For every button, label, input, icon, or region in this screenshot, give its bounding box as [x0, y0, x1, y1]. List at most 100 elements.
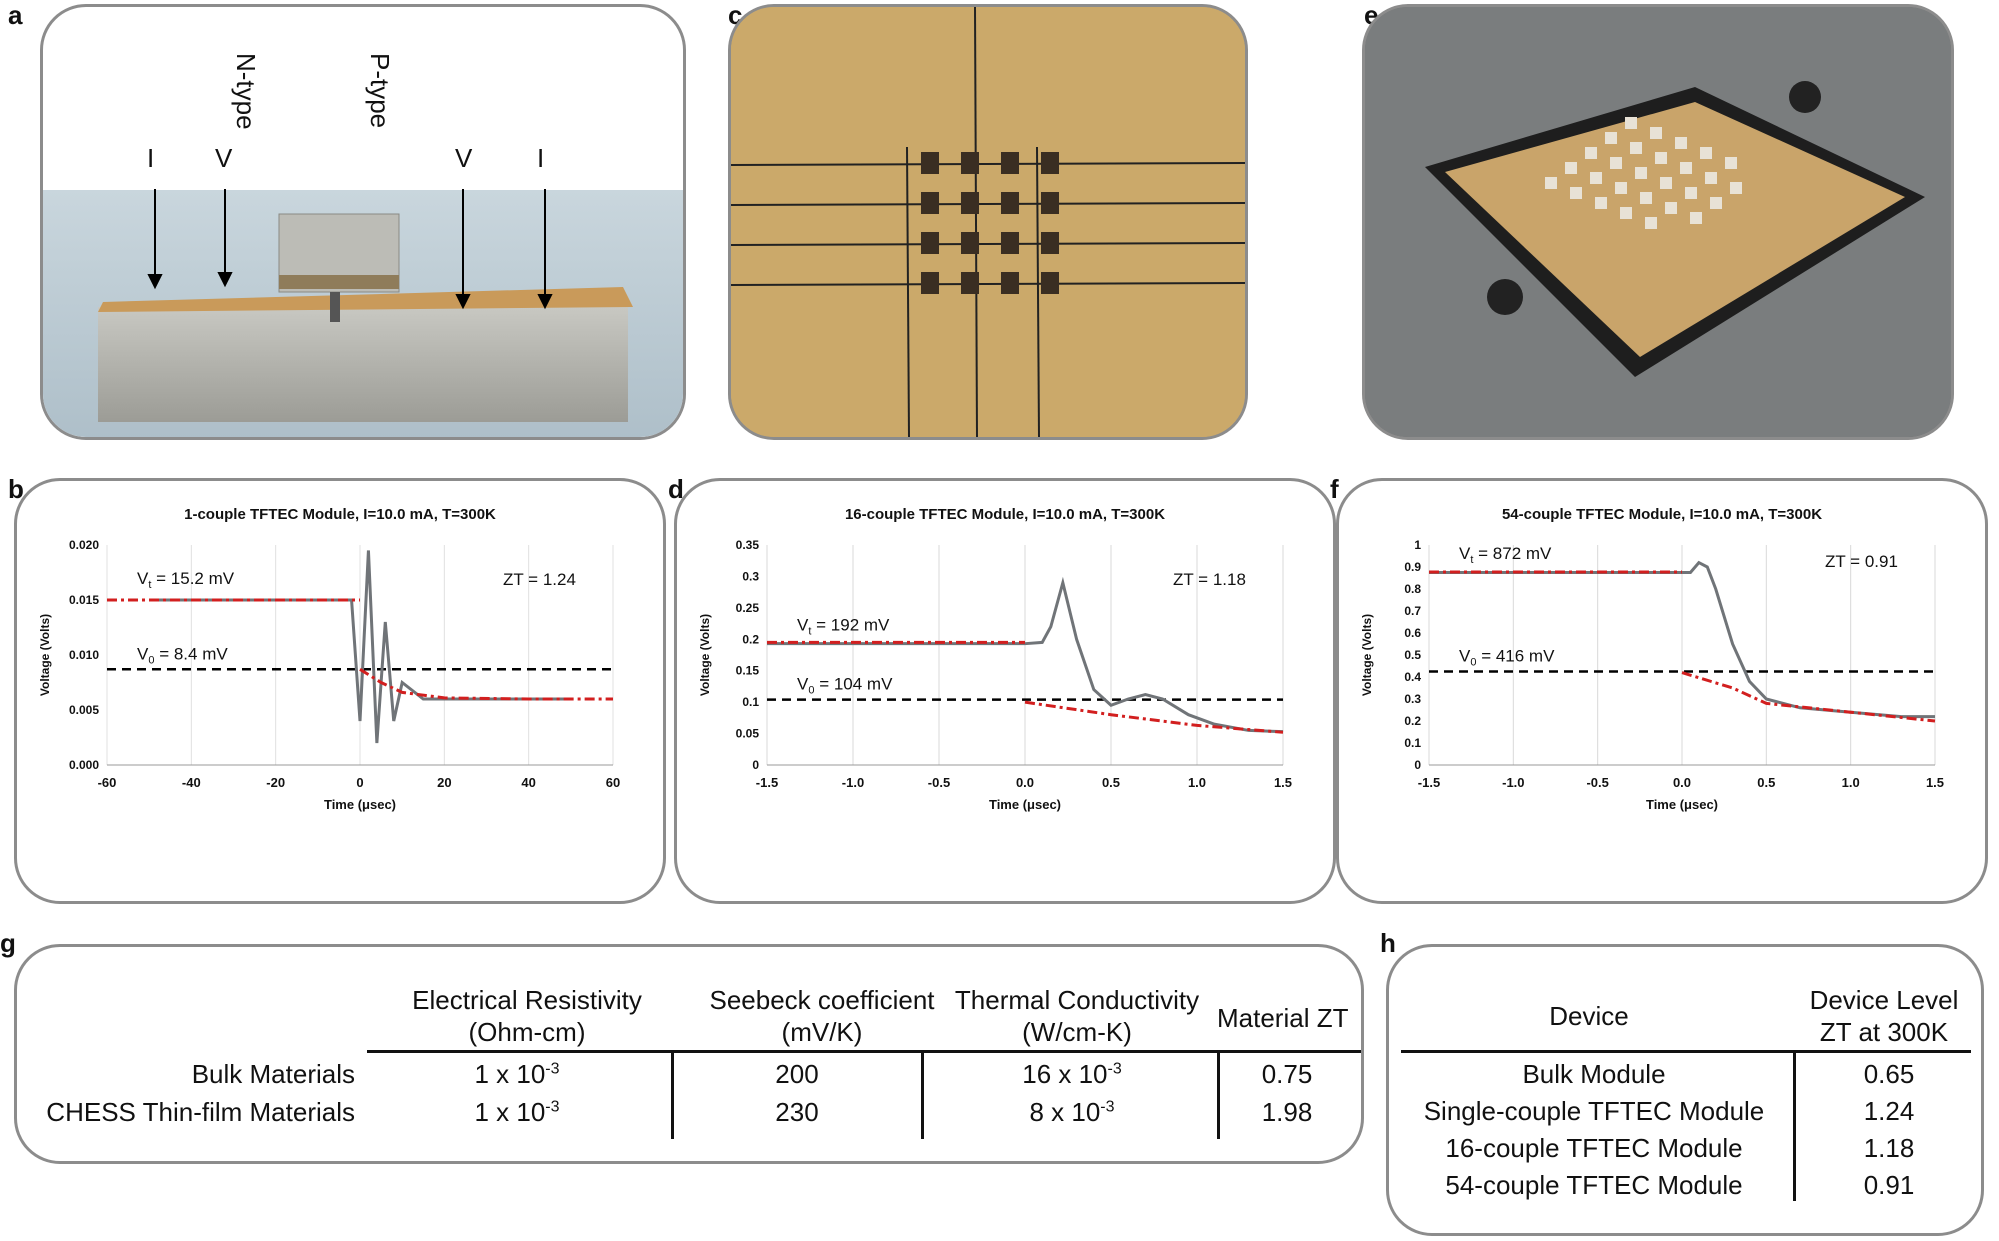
x-tick-label: 1.5	[1274, 775, 1292, 790]
y-tick-label: 0.7	[1404, 604, 1421, 618]
probe-arrows	[147, 189, 553, 310]
zt-bulk-module: 0.65	[1863, 1059, 1915, 1089]
y-tick-label: 0.35	[736, 538, 760, 552]
y-tick-label: 1	[1414, 538, 1421, 552]
table-panel-h: Device Device Level ZT at 300K Bulk Modu…	[1386, 944, 1984, 1236]
y-tick-label: 0.25	[736, 601, 760, 615]
y-axis-label: Voltage (Volts)	[698, 614, 712, 696]
16-couple-illustration	[731, 7, 1245, 437]
zt-annotation: ZT = 1.18	[1173, 570, 1246, 589]
y-axis-label: Voltage (Volts)	[1360, 614, 1374, 696]
x-tick-label: 0	[356, 775, 363, 790]
y-tick-label: 0.3	[742, 569, 759, 583]
device-16-couple: 16-couple TFTEC Module	[1445, 1133, 1743, 1163]
y-tick-label: 0.1	[742, 695, 759, 709]
chess-thermal-conductivity: 8 x 10-3	[1029, 1097, 1115, 1127]
chart-16-couple: 16-couple TFTEC Module, I=10.0 mA, T=300…	[698, 506, 1292, 812]
zt-54-couple: 0.91	[1863, 1170, 1915, 1200]
x-tick-label: 1.0	[1188, 775, 1206, 790]
device-photo-16-couple	[728, 4, 1248, 440]
x-tick-label: 60	[606, 775, 620, 790]
gold-substrate	[1445, 102, 1905, 357]
probe-label-v-left: V	[215, 143, 233, 173]
device-bulk-module: Bulk Module	[1522, 1059, 1666, 1089]
col-header-zt-at-300k: ZT at 300K	[1819, 1017, 1949, 1047]
x-axis-label: Time (μsec)	[989, 797, 1061, 812]
vt-annotation: Vt = 872 mV	[1459, 544, 1552, 566]
table-g-divider-2	[921, 1051, 924, 1139]
col-header-device-level: Device Level	[1809, 985, 1959, 1015]
col-header-material-zt: Material ZT	[1217, 1003, 1349, 1033]
substrate-block	[98, 307, 628, 422]
x-tick-label: 0.0	[1016, 775, 1034, 790]
chess-seebeck: 230	[775, 1097, 819, 1127]
bulk-seebeck: 200	[775, 1059, 819, 1089]
x-tick-label: 20	[437, 775, 451, 790]
bulk-thermal-conductivity: 16 x 10-3	[1022, 1059, 1122, 1089]
y-tick-label: 0.9	[1404, 560, 1421, 574]
panel-label-g: g	[0, 928, 16, 958]
table-h-divider	[1793, 1051, 1796, 1201]
y-tick-label: 0.4	[1404, 670, 1421, 684]
chart-1-couple: 1-couple TFTEC Module, I=10.0 mA, T=300K…	[38, 506, 620, 812]
y-tick-label: 0.2	[742, 632, 759, 646]
x-tick-label: 0.5	[1757, 775, 1775, 790]
probe-label-v-right: V	[455, 143, 473, 173]
device-photo-single-couple: N-type P-type I V V I	[40, 4, 686, 440]
chart-title: 16-couple TFTEC Module, I=10.0 mA, T=300…	[845, 506, 1165, 523]
vt-annotation: Vt = 192 mV	[797, 615, 890, 637]
y-tick-label: 0.1	[1404, 736, 1421, 750]
zt-annotation: ZT = 1.24	[503, 570, 576, 589]
chart-panel-f: 54-couple TFTEC Module, I=10.0 mA, T=300…	[1336, 478, 1988, 904]
y-tick-label: 0.15	[736, 664, 760, 678]
y-tick-label: 0.2	[1404, 714, 1421, 728]
y-tick-label: 0	[752, 758, 759, 772]
chess-resistivity: 1 x 10-3	[474, 1097, 560, 1127]
y-tick-label: 0.015	[69, 593, 99, 607]
v0-annotation: V0 = 8.4 mV	[137, 644, 228, 666]
x-tick-label: 0.0	[1673, 775, 1691, 790]
row-label-bulk-materials: Bulk Materials	[191, 1059, 355, 1089]
zt-single-couple: 1.24	[1863, 1096, 1915, 1126]
x-tick-label: -1.0	[842, 775, 864, 790]
chart-panel-d: 16-couple TFTEC Module, I=10.0 mA, T=300…	[674, 478, 1336, 904]
col-header-seebeck: Seebeck coefficient	[709, 985, 935, 1015]
x-tick-label: -0.5	[1586, 775, 1608, 790]
54-couple-illustration	[1365, 7, 1951, 437]
x-tick-label: -1.0	[1502, 775, 1524, 790]
zt-16-couple: 1.18	[1863, 1133, 1915, 1163]
decay-fit-series	[359, 668, 613, 701]
y-axis-label: Voltage (Volts)	[38, 614, 52, 696]
vt-annotation: Vt = 15.2 mV	[137, 569, 235, 591]
panel-label-b: b	[8, 474, 24, 504]
chess-material-zt: 1.98	[1261, 1097, 1313, 1127]
x-tick-label: -1.5	[1418, 775, 1440, 790]
measured-voltage-series	[767, 576, 1284, 734]
y-tick-label: 0.000	[69, 758, 99, 772]
col-header-thermal-conductivity: Thermal Conductivity	[954, 985, 1200, 1015]
y-tick-label: 0	[1414, 758, 1421, 772]
col-header-thermal-conductivity-unit: (W/cm-K)	[1022, 1017, 1132, 1047]
probe-label-i-right: I	[537, 143, 545, 173]
y-tick-label: 0.020	[69, 538, 99, 552]
y-tick-label: 0.05	[736, 727, 760, 741]
row-label-chess-thin-film: CHESS Thin-film Materials	[46, 1097, 355, 1127]
v0-annotation: V0 = 104 mV	[797, 675, 893, 697]
y-tick-label: 0.3	[1404, 692, 1421, 706]
probe-label-i-left: I	[147, 143, 155, 173]
y-tick-label: 0.5	[1404, 648, 1421, 662]
x-tick-label: -20	[266, 775, 285, 790]
x-tick-label: -60	[98, 775, 117, 790]
x-axis-label: Time (μsec)	[324, 797, 396, 812]
table-g-divider-1	[671, 1051, 674, 1139]
x-tick-label: 40	[521, 775, 535, 790]
x-tick-label: 0.5	[1102, 775, 1120, 790]
panel-label-a: a	[8, 0, 23, 30]
y-tick-label: 0.010	[69, 648, 99, 662]
y-tick-label: 0.005	[69, 703, 99, 717]
bulk-resistivity: 1 x 10-3	[474, 1059, 560, 1089]
table-g-divider-3	[1217, 1051, 1220, 1139]
zt-annotation: ZT = 0.91	[1825, 552, 1898, 571]
table-h-header-rule	[1401, 1050, 1971, 1053]
panel-label-f: f	[1330, 474, 1339, 504]
